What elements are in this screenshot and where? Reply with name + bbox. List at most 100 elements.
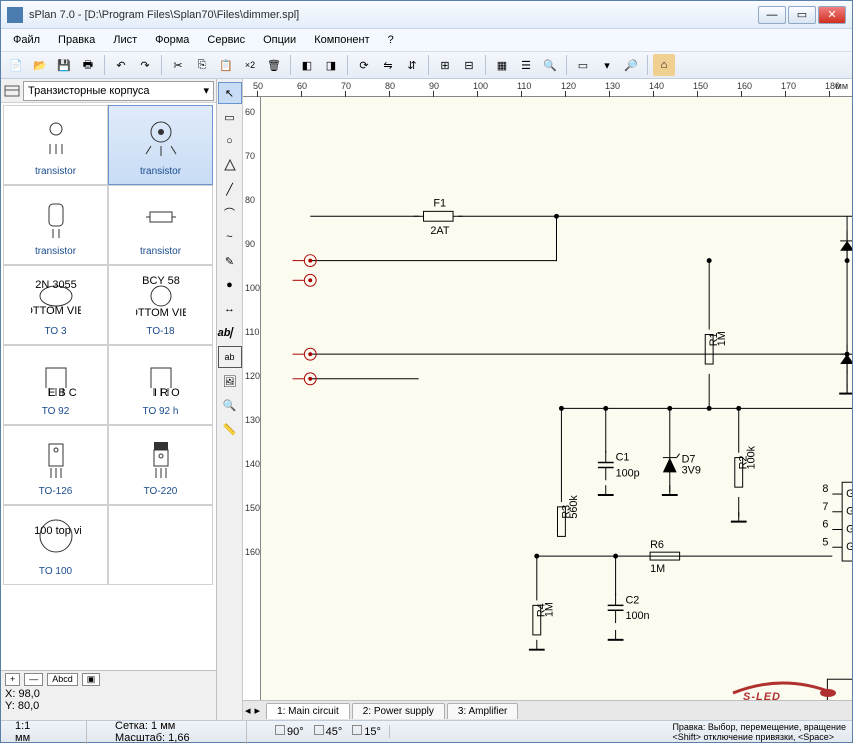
- print-button[interactable]: 🖶: [77, 54, 99, 76]
- sheet-tab-2[interactable]: 3: Amplifier: [447, 703, 518, 719]
- ruler-tick: 80: [385, 81, 395, 91]
- menu-правка[interactable]: Правка: [50, 32, 103, 48]
- schematic-canvas[interactable]: F12ATD11N5407D21N5407D31N5407D41N5407R11…: [261, 97, 852, 700]
- copy-button[interactable]: ⎘: [191, 54, 213, 76]
- menu-?[interactable]: ?: [380, 32, 402, 48]
- footer-btn[interactable]: +: [5, 673, 20, 686]
- ruler-tick: 70: [245, 151, 255, 161]
- component-label: transistor: [140, 166, 181, 177]
- ruler-tick: 170: [781, 81, 796, 91]
- ruler-tick: 100: [473, 81, 488, 91]
- footer-btn[interactable]: —: [24, 673, 43, 686]
- library-dropdown[interactable]: Транзисторные корпуса ▾: [23, 81, 214, 101]
- bezier-tool[interactable]: ~: [218, 226, 242, 248]
- back-button[interactable]: ◨: [320, 54, 342, 76]
- cut-button[interactable]: ✂: [167, 54, 189, 76]
- node-tool[interactable]: ●: [218, 274, 242, 296]
- open-button[interactable]: 📂: [29, 54, 51, 76]
- component-label: TO-126: [39, 486, 73, 497]
- freeline-tool[interactable]: ✎: [218, 250, 242, 272]
- chevron-down-icon: ▾: [203, 84, 209, 97]
- svg-text:3V9: 3V9: [682, 464, 701, 476]
- maximize-button[interactable]: ▭: [788, 6, 816, 24]
- svg-text:7: 7: [822, 501, 828, 513]
- page-button[interactable]: ▭: [572, 54, 594, 76]
- poly-tool[interactable]: [218, 154, 242, 176]
- component-TO 3[interactable]: 2N 3055BOTTOM VIEWTO 3: [3, 265, 108, 345]
- component-TO-18[interactable]: BCY 58BOTTOM VIEWTO-18: [108, 265, 213, 345]
- text-tool[interactable]: ab⎸: [218, 322, 242, 344]
- svg-text:E B C: E B C: [48, 387, 77, 399]
- close-button[interactable]: ✕: [818, 6, 846, 24]
- search-button[interactable]: 🔍: [539, 54, 561, 76]
- component-TO 92 h[interactable]: I R OTO 92 h: [108, 345, 213, 425]
- app-icon: [7, 7, 23, 23]
- menu-лист[interactable]: Лист: [105, 32, 145, 48]
- zoom-tool[interactable]: 🔍: [218, 394, 242, 416]
- arc-tool[interactable]: ⌒: [218, 202, 242, 224]
- zoom-fit-button[interactable]: 🔎: [620, 54, 642, 76]
- list-button[interactable]: ☰: [515, 54, 537, 76]
- component-empty[interactable]: [108, 505, 213, 585]
- component-TO 92[interactable]: E B CTO 92: [3, 345, 108, 425]
- tab-scroll-right[interactable]: ▸: [255, 704, 261, 717]
- mirror-v-button[interactable]: ⇵: [401, 54, 423, 76]
- rotate-button[interactable]: ⟳: [353, 54, 375, 76]
- component-transistor[interactable]: transistor: [3, 185, 108, 265]
- save-button[interactable]: 💾: [53, 54, 75, 76]
- paste-button[interactable]: 📋: [215, 54, 237, 76]
- component-label: TO 100: [39, 566, 72, 577]
- footer-btn[interactable]: ▣: [82, 673, 101, 686]
- home-button[interactable]: ⌂: [653, 54, 675, 76]
- menu-форма[interactable]: Форма: [147, 32, 197, 48]
- dup-button[interactable]: ×2: [239, 54, 261, 76]
- new-button[interactable]: 📄: [5, 54, 27, 76]
- ruler-vertical: 60708090100110120130140150160: [243, 97, 261, 700]
- component-transistor[interactable]: transistor: [3, 105, 108, 185]
- ruler-tick: 110: [517, 81, 531, 91]
- component-label: TO-220: [144, 486, 178, 497]
- window-title: sPlan 7.0 - [D:\Program Files\Splan70\Fi…: [29, 9, 758, 21]
- redo-button[interactable]: ↷: [134, 54, 156, 76]
- component-TO 100[interactable]: TO 100 top viewTO 100: [3, 505, 108, 585]
- svg-text:6: 6: [822, 519, 828, 531]
- group-button[interactable]: ⊞: [434, 54, 456, 76]
- menu-файл[interactable]: Файл: [5, 32, 48, 48]
- ungroup-button[interactable]: ⊟: [458, 54, 480, 76]
- circle-tool[interactable]: ○: [218, 130, 242, 152]
- menu-сервис[interactable]: Сервис: [199, 32, 253, 48]
- front-button[interactable]: ◧: [296, 54, 318, 76]
- angle-45°[interactable]: 45°: [314, 725, 343, 738]
- rect-tool[interactable]: ▭: [218, 106, 242, 128]
- ruler-tick: 120: [245, 371, 260, 381]
- sheet-tab-1[interactable]: 2: Power supply: [352, 703, 445, 719]
- status-grid: Сетка: 1 мм: [115, 720, 238, 732]
- menu-опции[interactable]: Опции: [255, 32, 304, 48]
- options-button[interactable]: ▾: [596, 54, 618, 76]
- component-TO-220[interactable]: TO-220: [108, 425, 213, 505]
- delete-button[interactable]: 🗑: [263, 54, 285, 76]
- dim-tool[interactable]: ↔: [218, 298, 242, 320]
- angle-15°[interactable]: 15°: [352, 725, 381, 738]
- select-tool[interactable]: ↖: [218, 82, 242, 104]
- measure-tool[interactable]: 📏: [218, 418, 242, 440]
- ruler-horizontal: 5060708090100110120130140150160170180мм: [243, 79, 852, 97]
- status-zoom: Масштаб: 1,66: [115, 732, 238, 744]
- textbox-tool[interactable]: ab: [218, 346, 242, 368]
- component-transistor[interactable]: transistor: [108, 105, 213, 185]
- grid-button[interactable]: ▦: [491, 54, 513, 76]
- sheet-tab-0[interactable]: 1: Main circuit: [266, 703, 350, 719]
- mirror-h-button[interactable]: ⇋: [377, 54, 399, 76]
- line-tool[interactable]: ╱: [218, 178, 242, 200]
- menu-компонент[interactable]: Компонент: [306, 32, 377, 48]
- minimize-button[interactable]: —: [758, 6, 786, 24]
- component-transistor[interactable]: transistor: [108, 185, 213, 265]
- footer-btn[interactable]: Abcd: [47, 673, 78, 686]
- tab-scroll-left[interactable]: ◂: [245, 704, 251, 717]
- image-tool[interactable]: 🖼: [218, 370, 242, 392]
- undo-button[interactable]: ↶: [110, 54, 132, 76]
- component-TO-126[interactable]: TO-126: [3, 425, 108, 505]
- menubar: ФайлПравкаЛистФормаСервисОпцииКомпонент?: [1, 29, 852, 51]
- angle-90°[interactable]: 90°: [275, 725, 304, 738]
- ruler-tick: 130: [245, 415, 260, 425]
